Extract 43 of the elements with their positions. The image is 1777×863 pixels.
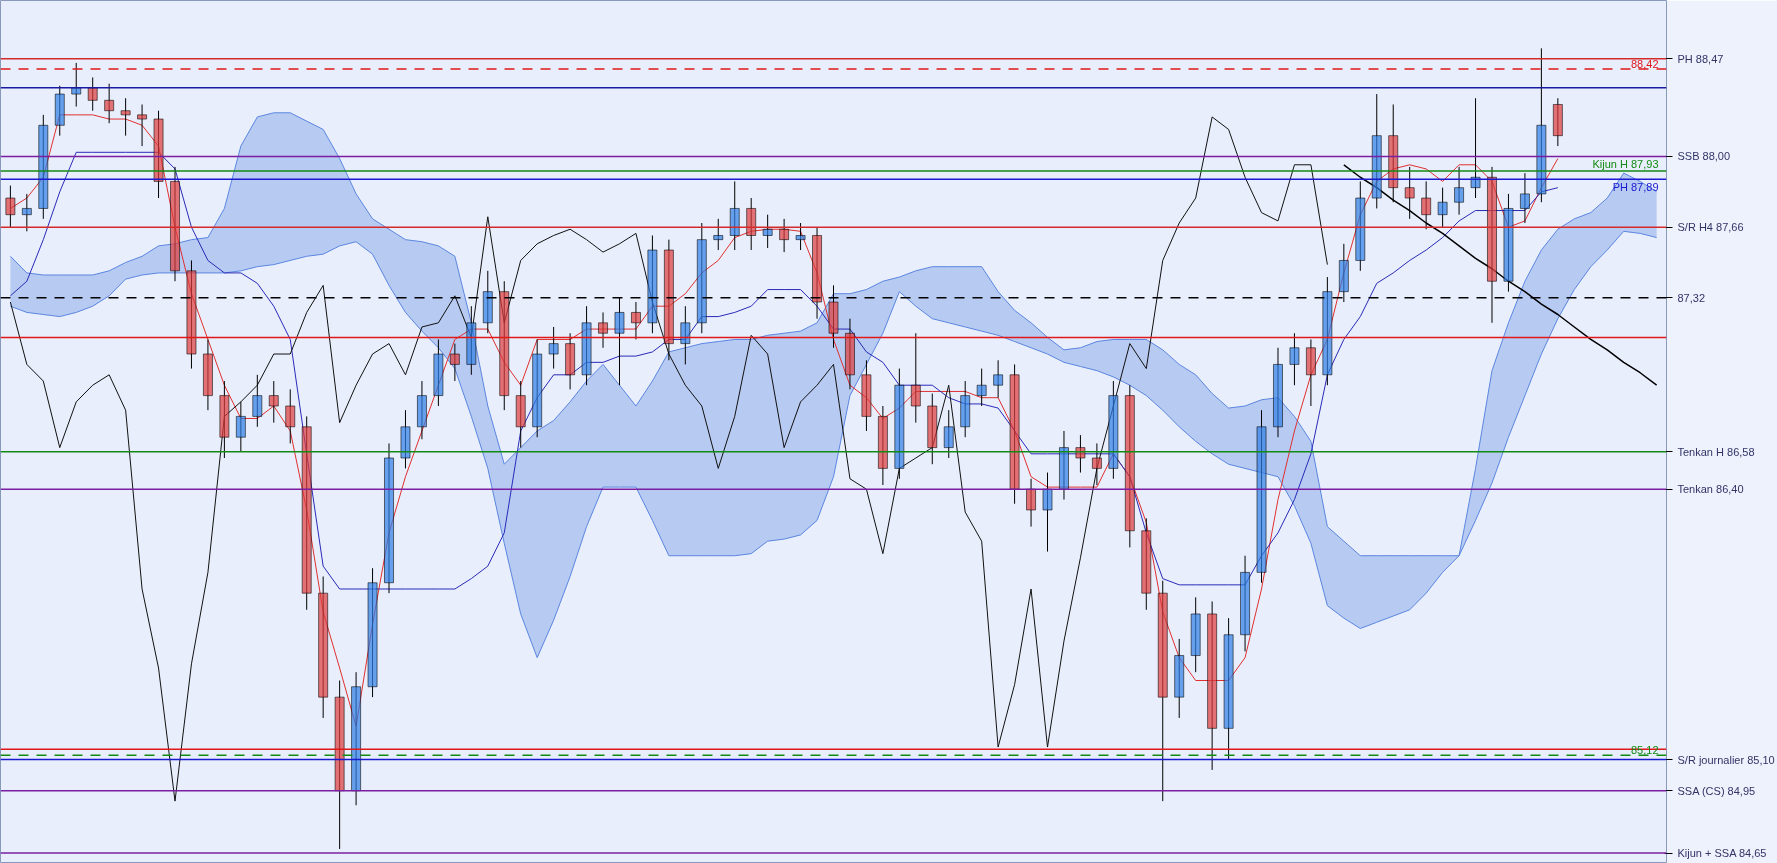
candlestick xyxy=(548,326,559,370)
candlestick xyxy=(1520,172,1530,224)
candlestick xyxy=(71,62,82,108)
candlestick xyxy=(21,193,32,232)
candlestick xyxy=(268,380,279,424)
y-tick-label: SSA (CS) 84,95 xyxy=(1677,784,1756,797)
ref-line-label: PH 87,89 xyxy=(1612,181,1659,194)
candlestick xyxy=(1421,180,1432,230)
candlestick xyxy=(993,359,1003,399)
candlestick xyxy=(713,218,724,251)
candlestick xyxy=(680,305,691,365)
ref-line-label: Kijun H 87,93 xyxy=(1592,158,1659,171)
candlestick xyxy=(598,311,608,349)
candlestick xyxy=(631,301,641,340)
candlestick xyxy=(1470,97,1481,199)
candlestick xyxy=(87,76,98,112)
candlestick xyxy=(1092,442,1102,486)
candlestick xyxy=(976,368,987,407)
candlestick xyxy=(1042,472,1053,553)
y-tick-label: S/R H4 87,66 xyxy=(1677,221,1744,234)
candlestick xyxy=(779,218,789,253)
candlestick xyxy=(1289,332,1300,386)
candlestick xyxy=(1437,187,1448,228)
candlestick xyxy=(1454,166,1464,216)
y-tick-label: Kijun + SSA 84,65 xyxy=(1677,847,1767,860)
candlestick xyxy=(943,409,954,459)
y-tick-label: Tenkan H 86,58 xyxy=(1677,445,1755,458)
candlestick xyxy=(795,222,806,251)
ref-line-label: 88,42 xyxy=(1630,58,1659,71)
candlestick xyxy=(235,401,246,453)
y-tick-label: S/R journalier 85,10 xyxy=(1677,753,1775,766)
y-tick-label: SSB 88,00 xyxy=(1677,150,1731,163)
candlestick xyxy=(285,388,296,444)
line-series xyxy=(9,116,1328,802)
candlestick xyxy=(449,343,460,382)
candlestick xyxy=(1026,478,1036,528)
candlestick xyxy=(910,332,921,424)
y-tick-label: PH 88,47 xyxy=(1677,52,1724,65)
y-tick-label: 87,32 xyxy=(1677,291,1706,304)
y-tick-label: Tenkan 86,40 xyxy=(1677,483,1744,496)
candlestick xyxy=(762,214,773,249)
line-series xyxy=(9,151,1559,590)
candlestick xyxy=(252,374,263,428)
